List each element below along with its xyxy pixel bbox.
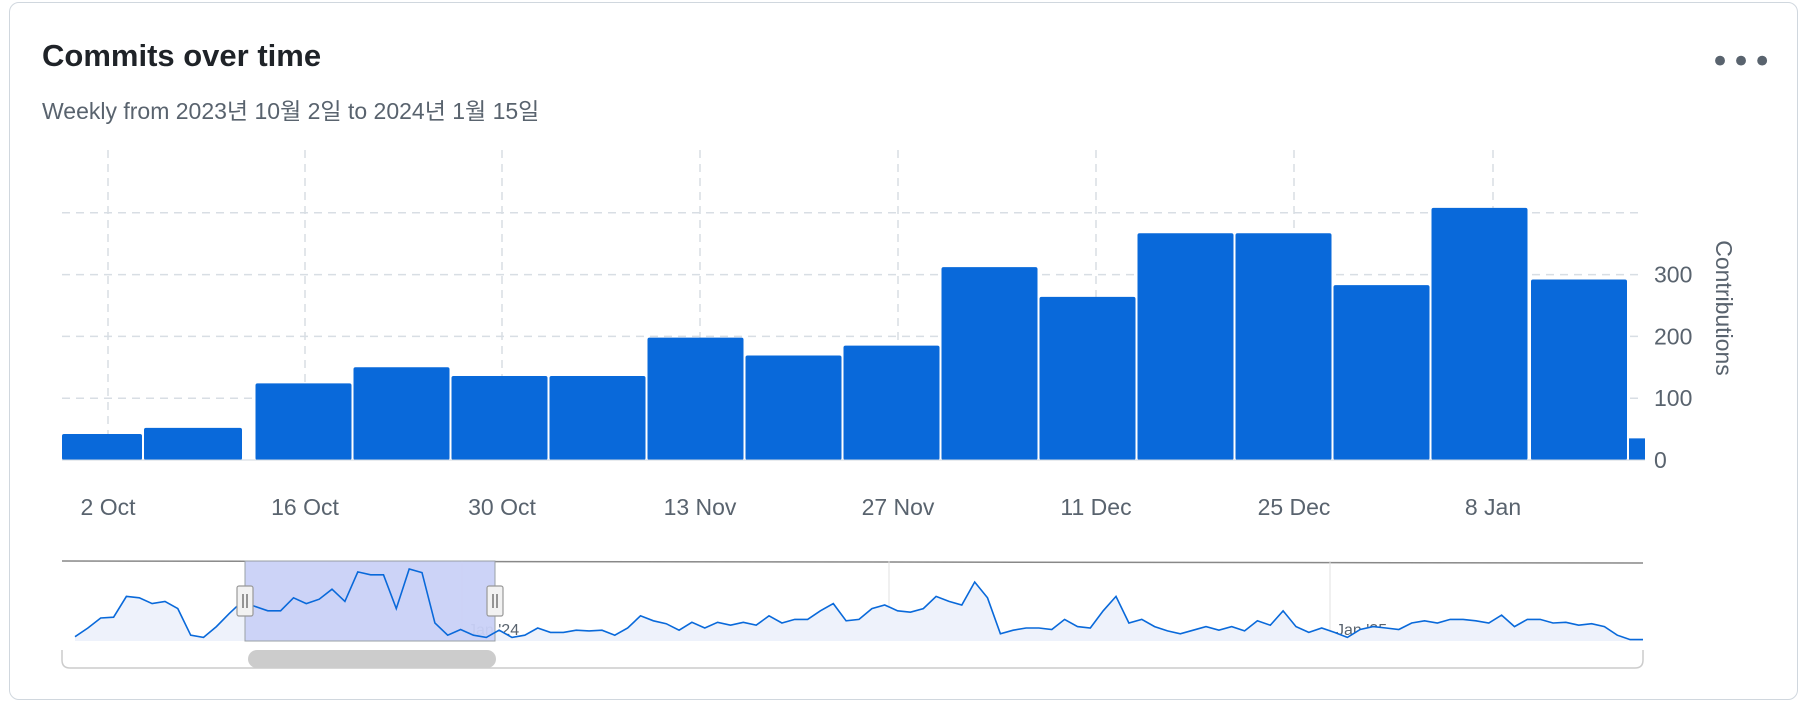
scrollbar-thumb[interactable] [248,650,496,668]
x-tick-label: 27 Nov [862,494,935,520]
bar[interactable] [451,375,548,460]
navigator-line [74,568,1643,641]
bar[interactable] [843,345,940,460]
y-tick-label: 300 [1654,262,1692,288]
x-tick-label: 11 Dec [1060,494,1131,520]
scrollbar-track[interactable] [61,650,1644,669]
bar[interactable] [1039,296,1136,460]
bar[interactable] [1235,233,1332,460]
navigator-right-handle[interactable] [486,585,504,617]
bar[interactable] [1531,279,1627,460]
bar[interactable] [549,375,646,460]
x-tick-label: 13 Nov [664,494,737,520]
y-tick-label: 200 [1654,323,1692,349]
bar[interactable] [745,355,842,460]
bar[interactable] [144,427,242,460]
more-options-button[interactable]: ••• [1710,42,1774,82]
x-tick-label: 25 Dec [1258,494,1331,520]
x-tick-label: 16 Oct [271,494,339,520]
navigator-selection[interactable] [244,560,496,642]
bar[interactable] [941,267,1038,460]
navigator-left-handle[interactable] [236,585,254,617]
y-tick-label: 100 [1654,385,1692,411]
bar[interactable] [1137,233,1234,460]
y-axis-title: Contributions [1711,240,1737,376]
bar[interactable] [353,367,450,460]
bar[interactable] [1333,285,1430,460]
bar[interactable] [255,383,352,460]
x-tick-label: 30 Oct [468,494,536,520]
chart-title: Commits over time [42,38,322,73]
bar[interactable] [647,337,744,460]
bar[interactable] [62,434,142,460]
y-tick-label: 0 [1654,447,1667,473]
x-tick-label: 8 Jan [1465,494,1521,520]
chart-subtitle: Weekly from 2023년 10월 2일 to 2024년 1월 15일 [42,98,540,124]
bar-partial [1629,438,1645,460]
x-tick-label: 2 Oct [81,494,137,520]
bar[interactable] [1431,207,1528,460]
